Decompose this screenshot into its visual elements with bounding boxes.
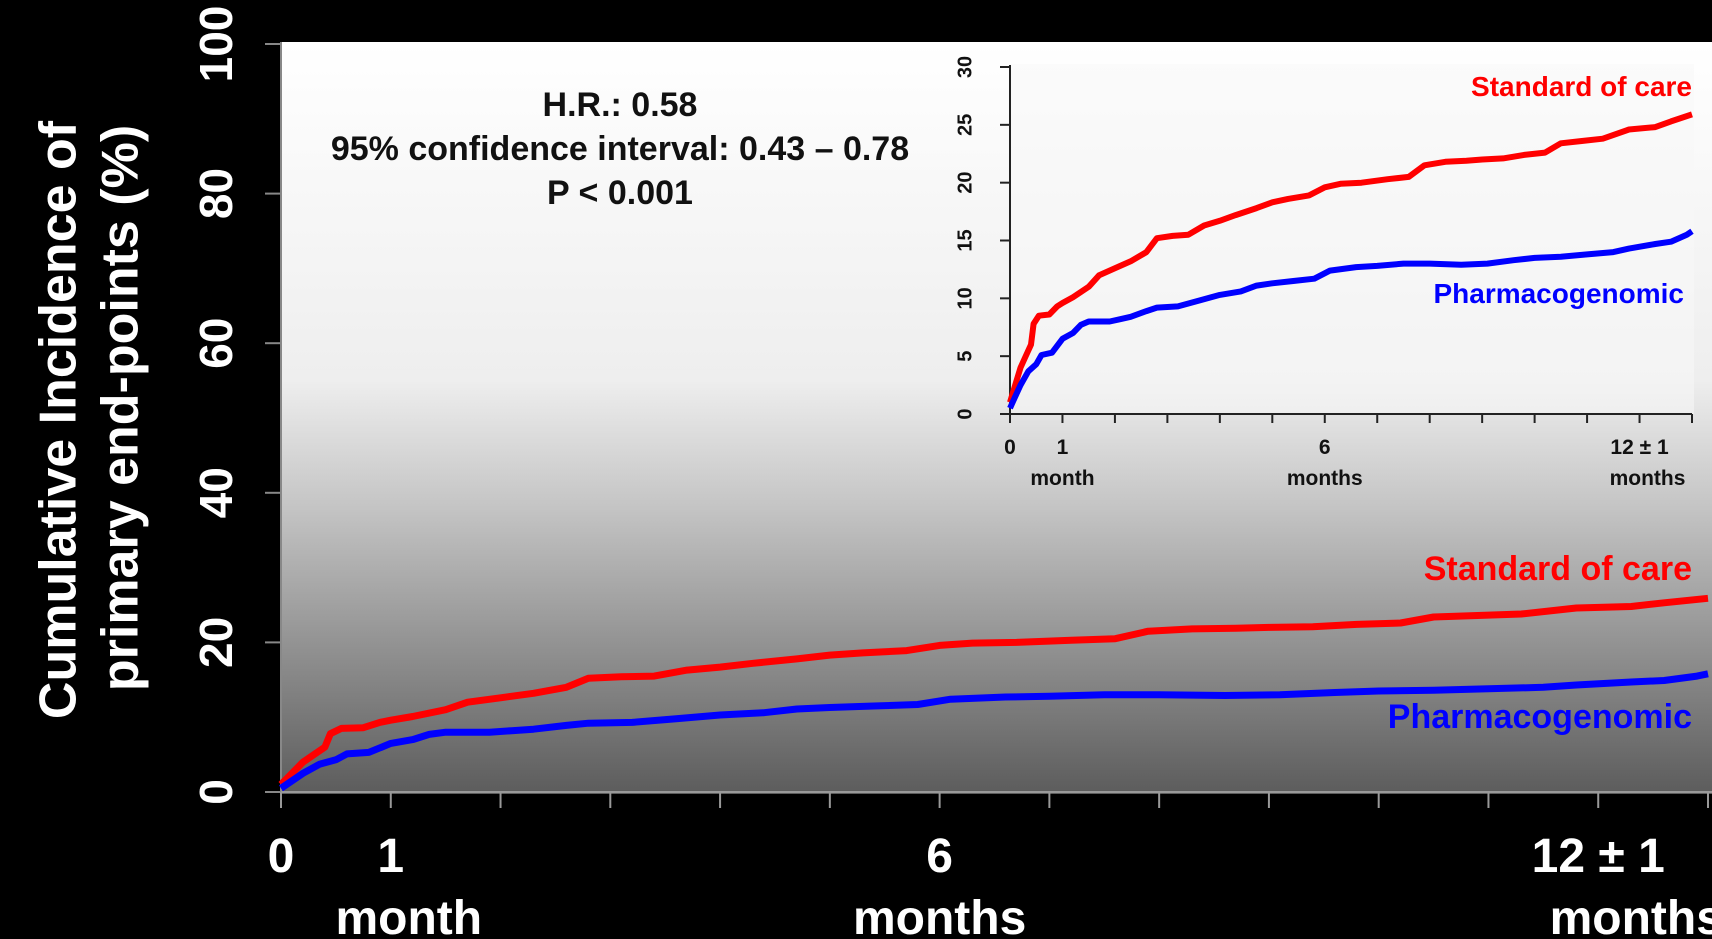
inset-x-tick-label: 1 (1057, 436, 1069, 459)
inset-x-tick-sublabel: month (1030, 467, 1094, 490)
inset-series-standard-of-care (1007, 111, 1693, 404)
y-axis-title-line2: primary end-points (%) (92, 125, 150, 691)
main-x-tick-sublabel: month (335, 892, 482, 939)
inset-axes (1000, 65, 1693, 423)
main-legend-standard-of-care: Standard of care (1424, 550, 1692, 588)
inset-lines (1007, 111, 1694, 410)
main-legend-pharmacogenomic: Pharmacogenomic (1388, 698, 1692, 736)
inset-x-tick-label: 6 (1319, 436, 1331, 459)
main-x-tick-label: 1 (377, 830, 404, 883)
main-axes (265, 42, 1712, 808)
main-x-tick-sublabel: months (853, 892, 1026, 939)
main-lines (278, 594, 1709, 792)
inset-legend-pharmacogenomic: Pharmacogenomic (1433, 278, 1684, 309)
hr-annotation-line: H.R.: 0.58 (543, 86, 698, 124)
inset-plot-area (1010, 64, 1694, 414)
main-y-tick-label: 60 (190, 318, 242, 369)
y-axis-title-line1: Cumulative Incidence of (30, 120, 88, 719)
main-x-tick-label: 12 ± 1 (1532, 830, 1665, 883)
inset-y-tick-label: 0 (954, 408, 976, 419)
inset-legend-standard-of-care: Standard of care (1471, 71, 1692, 102)
inset-series-pharmacogenomic (1007, 228, 1694, 410)
inset-y-tick-label: 5 (954, 351, 976, 362)
main-y-tick-label: 80 (190, 168, 242, 219)
hr-annotation-line: P < 0.001 (547, 174, 693, 212)
main-y-tick-label: 0 (190, 779, 242, 805)
main-x-tick-sublabel: months (1550, 892, 1712, 939)
hr-annotation-line: 95% confidence interval: 0.43 – 0.78 (331, 130, 909, 168)
main-y-tick-label: 20 (190, 617, 242, 668)
inset-y-tick-label: 25 (954, 114, 976, 136)
inset-y-tick-label: 20 (954, 172, 976, 194)
inset-y-tick-label: 30 (954, 56, 976, 78)
inset-x-tick-sublabel: months (1610, 467, 1686, 490)
inset-y-tick-label: 10 (954, 287, 976, 309)
main-series-standard-of-care (278, 594, 1709, 787)
main-x-tick-label: 6 (926, 830, 953, 883)
inset-y-tick-label: 15 (954, 229, 976, 251)
inset-x-tick-label: 0 (1004, 436, 1016, 459)
inset-x-tick-label: 12 ± 1 (1610, 436, 1669, 459)
main-x-tick-label: 0 (268, 830, 295, 883)
main-y-tick-label: 40 (190, 467, 242, 518)
main-series-pharmacogenomic (279, 670, 1709, 792)
main-y-tick-label: 100 (190, 6, 242, 83)
inset-x-tick-sublabel: months (1287, 467, 1363, 490)
